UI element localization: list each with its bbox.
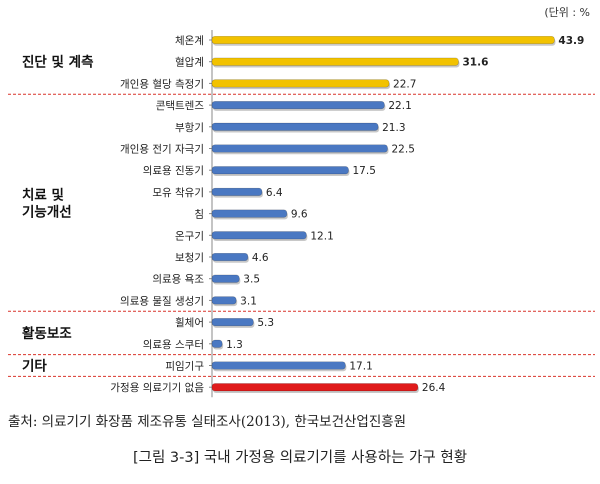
category-label: 혈압계 — [175, 56, 204, 69]
value-label: 26.4 — [422, 382, 446, 394]
bar — [211, 231, 307, 240]
bar — [211, 122, 379, 131]
group-label: 기능개선 — [22, 204, 72, 220]
value-label: 22.7 — [393, 78, 416, 90]
category-label: 의료용 욕조 — [152, 274, 204, 286]
category-label: 의료용 진동기 — [143, 165, 204, 177]
category-label: 모유 착유기 — [152, 187, 204, 199]
category-label: 의료용 물질 생성기 — [120, 295, 204, 307]
source-note: 출처: 의료기기 화장품 제조유통 실태조사(2013), 한국보건산업진흥원 — [8, 414, 407, 430]
group-label: 진단 및 계측 — [22, 54, 94, 71]
value-label: 3.1 — [240, 295, 257, 307]
category-label: 개인용 전기 자극기 — [120, 144, 204, 156]
category-label: 피임기구 — [165, 360, 204, 373]
bar — [211, 79, 390, 88]
group-label: 기타 — [22, 359, 47, 375]
category-label: 보청기 — [175, 252, 204, 264]
value-label: 3.5 — [243, 274, 260, 286]
bar — [211, 57, 459, 66]
bar — [211, 35, 555, 45]
category-label: 체온계 — [175, 35, 204, 47]
bar — [211, 252, 249, 262]
value-label: 21.3 — [382, 122, 405, 134]
bar — [211, 187, 263, 196]
category-label: 의료용 스쿠터 — [143, 339, 204, 351]
value-label: 4.6 — [252, 252, 269, 264]
bar — [211, 383, 419, 392]
value-label: 31.6 — [462, 57, 488, 69]
bar — [211, 166, 349, 175]
value-label: 43.9 — [558, 35, 584, 47]
category-label: 온구기 — [175, 230, 204, 242]
bar — [211, 101, 385, 110]
bar — [211, 144, 388, 153]
category-label: 휠체어 — [175, 316, 204, 329]
figure-caption: [그림 3-3] 국내 가정용 의료기기를 사용하는 가구 현황 — [132, 450, 468, 466]
bar — [211, 339, 223, 348]
value-label: 5.3 — [257, 317, 274, 329]
category-label: 가정용 의료기기 없음 — [110, 381, 204, 394]
bar — [211, 361, 346, 370]
category-label: 콘택트렌즈 — [156, 100, 205, 112]
value-label: 22.5 — [392, 144, 415, 156]
group-label: 활동보조 — [22, 325, 72, 342]
category-label: 부항기 — [175, 122, 204, 134]
value-label: 17.1 — [349, 361, 372, 373]
bar — [211, 318, 254, 327]
category-label: 개인용 혈당 측정기 — [120, 77, 204, 90]
value-label: 22.1 — [388, 100, 411, 112]
category-label: 침 — [194, 209, 204, 221]
value-label: 17.5 — [353, 165, 376, 177]
bar — [211, 296, 237, 305]
bar — [211, 209, 288, 218]
unit-label: (단위 : % — [544, 6, 590, 19]
value-label: 9.6 — [291, 209, 308, 221]
value-label: 1.3 — [226, 339, 243, 351]
value-label: 12.1 — [310, 230, 333, 242]
group-label: 치료 및 — [22, 186, 64, 203]
bar — [211, 274, 240, 283]
value-label: 6.4 — [266, 187, 283, 199]
